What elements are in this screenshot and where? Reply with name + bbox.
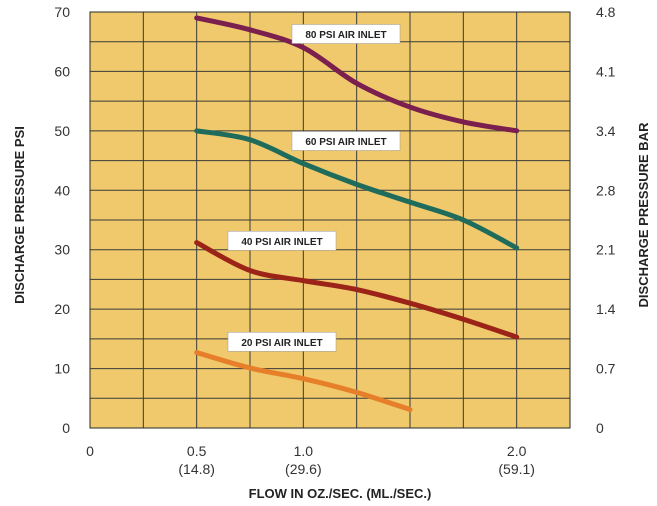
right-y-tick-label: 0: [596, 420, 604, 436]
x-axis-title: FLOW IN OZ./SEC. (ML./SEC.): [249, 486, 432, 501]
y-tick-label: 70: [54, 4, 70, 20]
x-tick-sublabel: (29.6): [285, 461, 322, 477]
x-tick-sublabel: (59.1): [498, 461, 535, 477]
y-tick-label: 60: [54, 63, 70, 79]
series-label-60-psi-air-inlet: 60 PSI AIR INLET: [305, 137, 386, 148]
right-y-tick-label: 3.4: [596, 123, 616, 139]
right-y-tick-label: 2.1: [596, 242, 616, 258]
right-y-axis: 0 0.7 1.4 2.1 2.8 3.4 4.1 4.8: [596, 4, 616, 436]
series-label-box: [291, 24, 401, 44]
x-tick-sublabel: (14.8): [178, 461, 215, 477]
right-y-tick-label: 4.8: [596, 4, 616, 20]
x-tick-label: 0: [86, 443, 94, 459]
plot-frame: [89, 11, 571, 429]
x-tick-label: 1.0: [294, 443, 314, 459]
x-tick-label: 2.0: [507, 443, 527, 459]
y-tick-label: 0: [62, 420, 70, 436]
y-tick-label: 30: [54, 242, 70, 258]
series-line-20-psi-air-inlet: [194, 350, 413, 413]
series-group: [194, 15, 520, 413]
right-y-tick-label: 4.1: [596, 63, 616, 79]
x-axis: 0 0.5 (14.8) 1.0 (29.6) 2.0 (59.1): [86, 443, 535, 477]
series-line-80-psi-air-inlet: [194, 15, 520, 134]
y-tick-label: 40: [54, 182, 70, 198]
series-label-40-psi-air-inlet: 40 PSI AIR INLET: [241, 237, 322, 248]
series-line-40-psi-air-inlet: [194, 240, 520, 340]
series-label-box: [291, 131, 401, 151]
right-y-tick-label: 2.8: [596, 182, 616, 198]
series-label-box: [227, 332, 337, 352]
x-tick-label: 0.5: [187, 443, 207, 459]
series-line-60-psi-air-inlet: [194, 128, 520, 251]
left-y-axis-title: DISCHARGE PRESSURE PSI: [12, 126, 27, 304]
y-tick-label: 20: [54, 301, 70, 317]
right-y-tick-label: 1.4: [596, 301, 616, 317]
series-label-box: [227, 231, 337, 251]
series-label-80-psi-air-inlet: 80 PSI AIR INLET: [305, 30, 386, 41]
series-label-20-psi-air-inlet: 20 PSI AIR INLET: [241, 338, 322, 349]
series-labels: 80 PSI AIR INLET 60 PSI AIR INLET 40 PSI A…: [227, 24, 401, 352]
left-y-axis: 0 10 20 30 40 50 60 70: [54, 4, 70, 436]
right-y-axis-title: DISCHARGE PRESSURE BAR: [636, 122, 651, 308]
right-y-tick-label: 0.7: [596, 361, 616, 377]
y-tick-label: 10: [54, 361, 70, 377]
y-tick-label: 50: [54, 123, 70, 139]
